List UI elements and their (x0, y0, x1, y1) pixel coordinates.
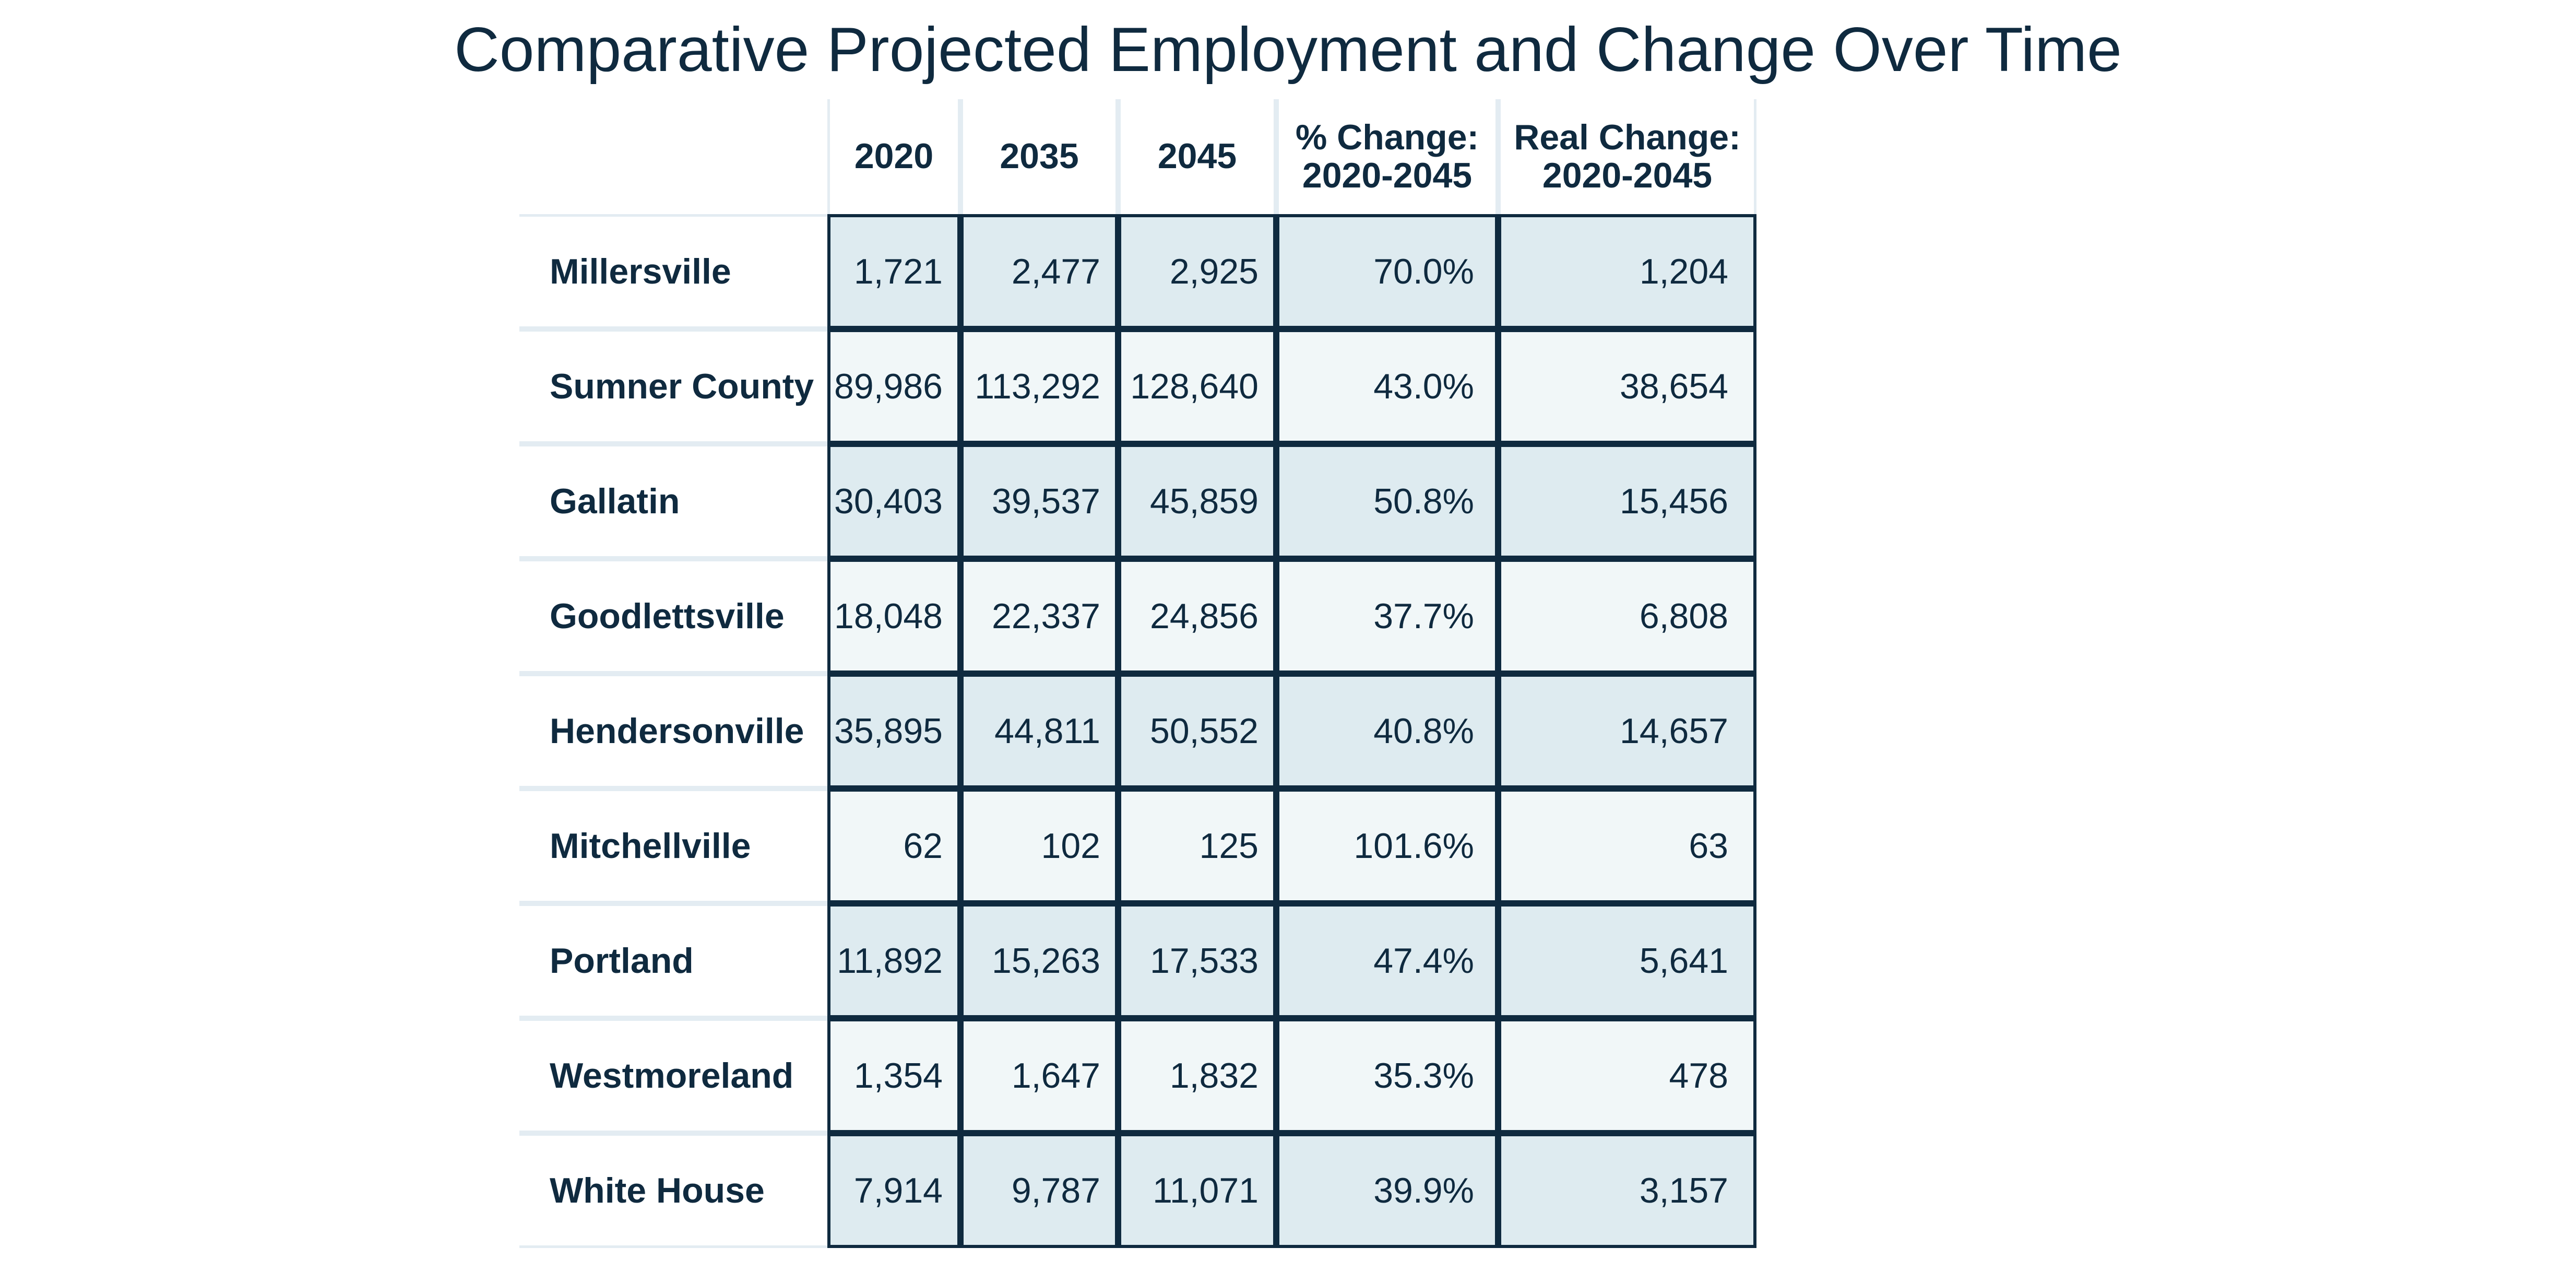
table-cell: 37.7% (1276, 559, 1498, 674)
table-cell: 2,925 (1118, 214, 1276, 329)
table-cell: 63 (1498, 789, 1756, 903)
table-cell: 101.6% (1276, 789, 1498, 903)
table-cell: 15,456 (1498, 444, 1756, 559)
table-cell: 44,811 (960, 674, 1118, 789)
row-label: Portland (519, 903, 827, 1018)
table-cell: 6,808 (1498, 559, 1756, 674)
table-cell: 89,986 (827, 329, 960, 444)
table-cell: 24,856 (1118, 559, 1276, 674)
table-cell: 50.8% (1276, 444, 1498, 559)
row-label: Westmoreland (519, 1018, 827, 1133)
table-cell: 40.8% (1276, 674, 1498, 789)
table-cell: 39,537 (960, 444, 1118, 559)
table-cell: 11,892 (827, 903, 960, 1018)
table-cell: 1,832 (1118, 1018, 1276, 1133)
column-header: 2020 (827, 99, 960, 214)
table-cell: 125 (1118, 789, 1276, 903)
table-cell: 2,477 (960, 214, 1118, 329)
table-cell: 113,292 (960, 329, 1118, 444)
table-cell: 5,641 (1498, 903, 1756, 1018)
table-cell: 1,647 (960, 1018, 1118, 1133)
table-cell: 478 (1498, 1018, 1756, 1133)
column-header: 2035 (960, 99, 1118, 214)
row-label: Sumner County (519, 329, 827, 444)
table-cell: 9,787 (960, 1133, 1118, 1248)
table-cell: 62 (827, 789, 960, 903)
table-cell: 30,403 (827, 444, 960, 559)
table-cell: 14,657 (1498, 674, 1756, 789)
chart-title: Comparative Projected Employment and Cha… (454, 15, 2122, 85)
table-cell: 102 (960, 789, 1118, 903)
row-label: White House (519, 1133, 827, 1248)
table-cell: 128,640 (1118, 329, 1276, 444)
row-label: Hendersonville (519, 674, 827, 789)
table-cell: 45,859 (1118, 444, 1276, 559)
header-blank (519, 99, 827, 214)
row-label: Mitchellville (519, 789, 827, 903)
column-header: Real Change: 2020-2045 (1498, 99, 1756, 214)
column-header: % Change: 2020-2045 (1276, 99, 1498, 214)
table-cell: 70.0% (1276, 214, 1498, 329)
table-cell: 18,048 (827, 559, 960, 674)
table-cell: 43.0% (1276, 329, 1498, 444)
table-cell: 22,337 (960, 559, 1118, 674)
table-cell: 50,552 (1118, 674, 1276, 789)
table-cell: 35.3% (1276, 1018, 1498, 1133)
table-cell: 17,533 (1118, 903, 1276, 1018)
table-cell: 1,721 (827, 214, 960, 329)
table-cell: 11,071 (1118, 1133, 1276, 1248)
row-label: Gallatin (519, 444, 827, 559)
row-label: Goodlettsville (519, 559, 827, 674)
row-label: Millersville (519, 214, 827, 329)
table-cell: 47.4% (1276, 903, 1498, 1018)
table-cell: 39.9% (1276, 1133, 1498, 1248)
table-cell: 7,914 (827, 1133, 960, 1248)
table-cell: 15,263 (960, 903, 1118, 1018)
table-cell: 3,157 (1498, 1133, 1756, 1248)
column-header: 2045 (1118, 99, 1276, 214)
table-cell: 35,895 (827, 674, 960, 789)
table-cell: 1,354 (827, 1018, 960, 1133)
table-cell: 38,654 (1498, 329, 1756, 444)
table-cell: 1,204 (1498, 214, 1756, 329)
